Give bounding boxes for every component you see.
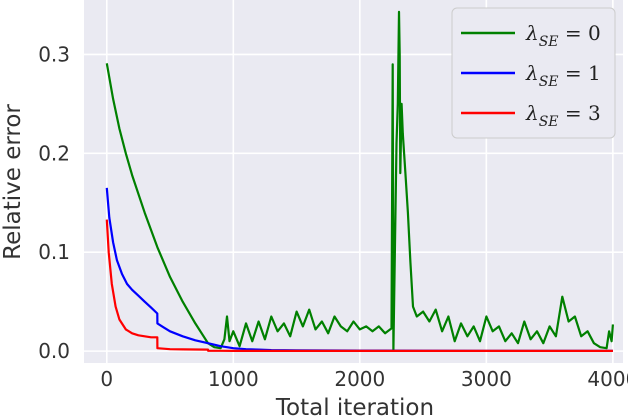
y-tick-label: 0.0 [38,339,70,363]
x-axis-label: Total iteration [275,395,434,418]
x-tick-label: 0 [100,367,113,391]
legend-entry-series-0: λSE = 0 [525,21,601,50]
series-line-0 [105,10,614,352]
x-tick-label: 3000 [461,367,512,391]
y-tick-label: 0.3 [38,42,70,66]
series-lines [105,10,614,352]
y-tick-label: 0.1 [38,240,70,264]
legend: λSE = 0 λSE = 1 λSE = 3 [451,7,616,139]
legend-entry-series-1: λSE = 1 [525,61,601,90]
series-line-2 [105,219,613,352]
legend-box [451,7,616,139]
legend-entry-series-2: λSE = 3 [525,101,601,130]
x-tick-label: 2000 [334,367,385,391]
x-tick-label: 1000 [208,367,259,391]
y-tick-label: 0.2 [38,141,70,165]
y-axis-label: Relative error [0,104,26,260]
